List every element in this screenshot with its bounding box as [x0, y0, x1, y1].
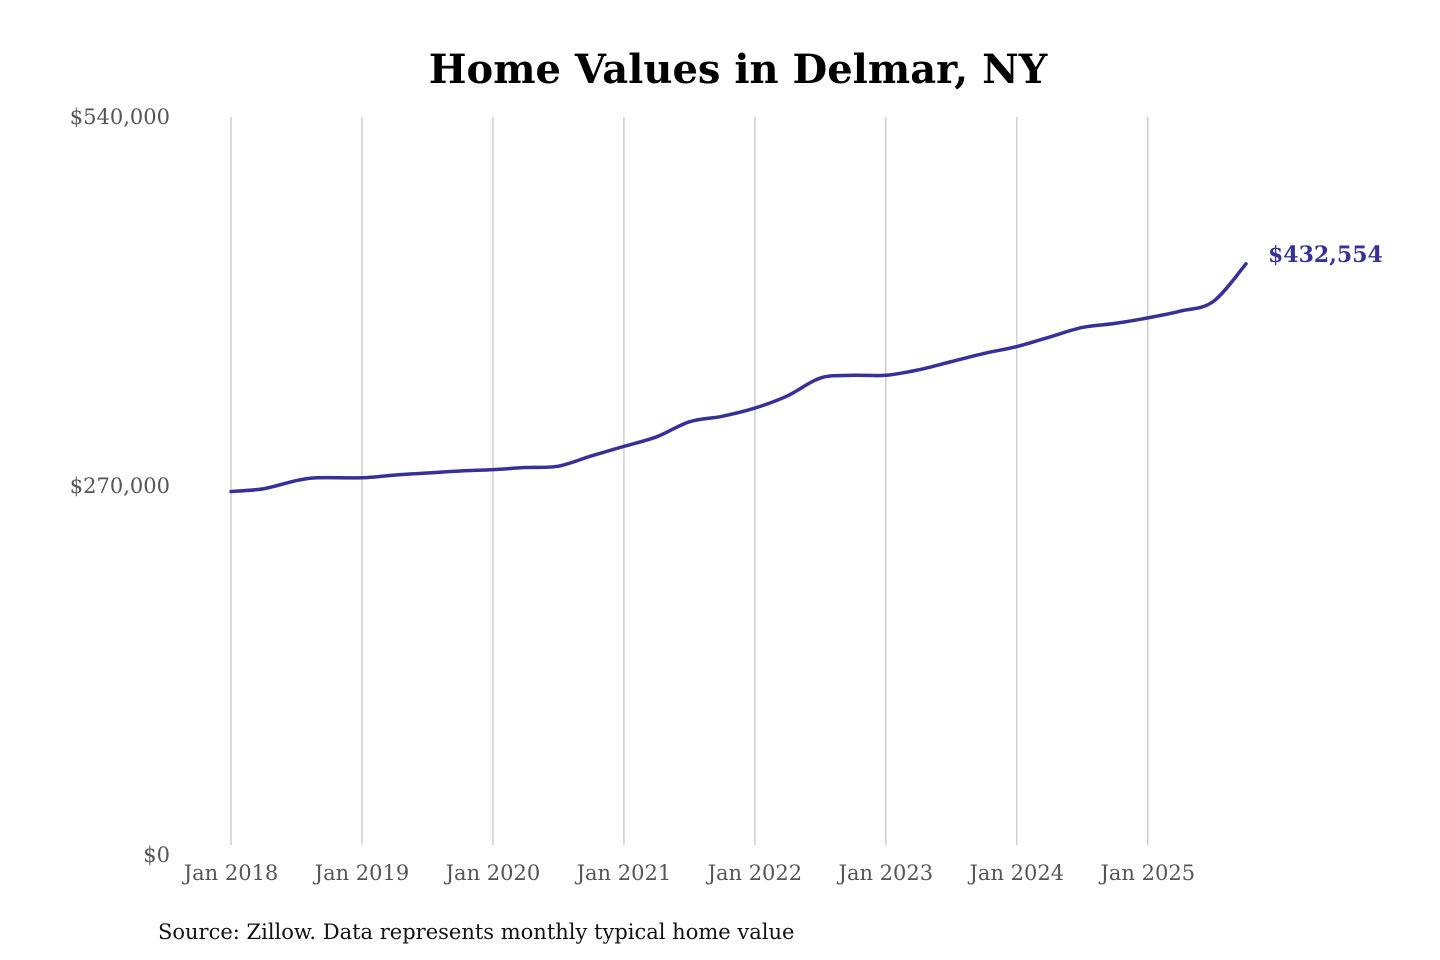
x-tick-label: Jan 2019 — [313, 861, 410, 885]
home-value-line — [229, 262, 1248, 494]
x-tick-label: Jan 2022 — [706, 861, 803, 885]
x-axis: Jan 2018 Jan 2019 Jan 2020 Jan 2021 Jan 2022… — [182, 861, 1195, 885]
x-tick-label: Jan 2023 — [837, 861, 934, 885]
x-tick-label: Jan 2021 — [575, 861, 672, 885]
series-layer: $432,554 — [229, 242, 1383, 494]
x-tick-label: Jan 2025 — [1098, 861, 1195, 885]
grid-layer — [230, 117, 1149, 845]
chart-title: Home Values in Delmar, NY — [429, 46, 1048, 93]
x-tick-label: Jan 2024 — [968, 861, 1065, 885]
y-tick-label: $0 — [143, 843, 170, 867]
x-tick-label: Jan 2020 — [444, 861, 541, 885]
source-note: Source: Zillow. Data represents monthly … — [158, 920, 794, 944]
y-tick-label: $270,000 — [70, 474, 170, 498]
end-value-label: $432,554 — [1268, 242, 1383, 268]
y-tick-label: $540,000 — [70, 105, 170, 129]
y-axis: $0 $270,000 $540,000 — [70, 105, 170, 867]
x-tick-label: Jan 2018 — [182, 861, 279, 885]
